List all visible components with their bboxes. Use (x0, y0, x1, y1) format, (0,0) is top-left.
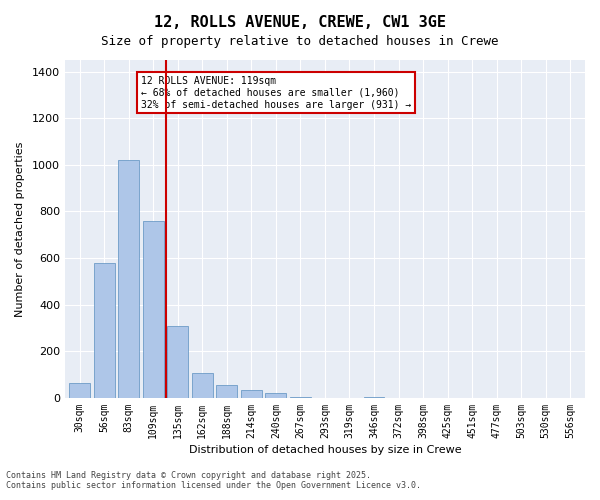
Bar (69, 383, 90, 398)
Bar (290, 397, 311, 398)
Bar (143, 221, 164, 398)
Text: Size of property relative to detached houses in Crewe: Size of property relative to detached ho… (101, 35, 499, 48)
Bar (167, 326, 188, 398)
Y-axis label: Number of detached properties: Number of detached properties (15, 142, 25, 316)
X-axis label: Distribution of detached houses by size in Crewe: Distribution of detached houses by size … (188, 445, 461, 455)
Text: 12, ROLLS AVENUE, CREWE, CW1 3GE: 12, ROLLS AVENUE, CREWE, CW1 3GE (154, 15, 446, 30)
Bar (94, 263, 115, 398)
Text: 12 ROLLS AVENUE: 119sqm
← 68% of detached houses are smaller (1,960)
32% of semi: 12 ROLLS AVENUE: 119sqm ← 68% of detache… (141, 76, 411, 110)
Text: Contains HM Land Registry data © Crown copyright and database right 2025.
Contai: Contains HM Land Registry data © Crown c… (6, 470, 421, 490)
Bar (118, 160, 139, 398)
Bar (217, 385, 237, 398)
Bar (192, 374, 213, 398)
Bar (364, 397, 385, 398)
Bar (241, 390, 262, 398)
Bar (265, 394, 286, 398)
